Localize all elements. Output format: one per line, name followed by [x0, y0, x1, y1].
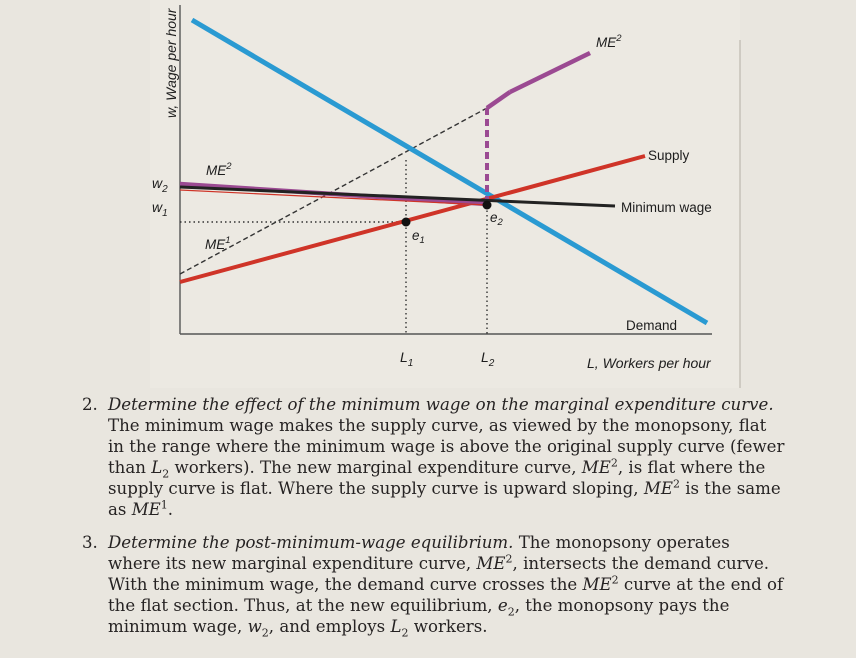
var-sup: 2	[610, 456, 618, 470]
step-number: 2.	[82, 395, 98, 414]
step-text: The minimum wage makes the supply curve,…	[108, 416, 785, 477]
var-sup: 1	[160, 498, 168, 512]
step-2: 2. Determine the effect of the minimum w…	[82, 394, 787, 520]
tick-L1: L1	[400, 349, 413, 369]
supply-curve	[179, 154, 646, 284]
point-e1	[401, 217, 411, 227]
var-ME: ME	[581, 458, 611, 477]
figure-panel	[150, 0, 740, 388]
var-sub: 2	[401, 626, 409, 640]
me2-upper-segment	[485, 90, 512, 110]
solved-problem-steps: 2. Determine the effect of the minimum w…	[82, 394, 787, 649]
step-3: 3. Determine the post-minimum-wage equil…	[82, 532, 787, 640]
var-w: w	[247, 617, 262, 636]
step-text: , the monopsony pays the minimum wage,	[108, 596, 730, 636]
var-e: e	[497, 596, 508, 615]
step-text: The monopsony operates where its new mar…	[108, 533, 730, 573]
label-me2-top: ME2	[596, 33, 622, 50]
label-e1: e1	[412, 228, 425, 246]
label-demand: Demand	[626, 318, 677, 333]
step-text: workers). The new marginal expenditure c…	[169, 458, 582, 477]
monopsony-minimum-wage-diagram: w, Wage per hour L, Workers per hour w2 …	[150, 0, 741, 388]
step-text: , is flat where the supply curve is flat…	[108, 458, 766, 498]
step-text: .	[167, 500, 174, 519]
label-e2: e2	[490, 210, 504, 228]
step-text: curve at the end of the flat section. Th…	[108, 575, 784, 615]
var-sup: 2	[672, 477, 680, 491]
var-ME: ME	[582, 575, 612, 594]
var-L: L	[151, 458, 163, 477]
minimum-wage-red-overlay	[179, 189, 488, 206]
minimum-wage-line	[179, 185, 616, 208]
label-me2-left: ME2	[206, 161, 232, 178]
me2-upper-segment-2	[509, 50, 591, 95]
var-sub: 2	[261, 626, 269, 640]
var-ME: ME	[643, 479, 673, 498]
y-axis-label: w, Wage per hour	[163, 7, 179, 118]
tick-w2: w2	[152, 175, 168, 195]
label-supply: Supply	[648, 148, 690, 163]
tick-L2: L2	[481, 349, 495, 369]
demand-curve	[190, 17, 709, 326]
var-sup: 2	[611, 573, 619, 587]
step-number: 3.	[82, 533, 98, 552]
label-minimum-wage: Minimum wage	[621, 200, 712, 215]
var-sub: 2	[507, 605, 515, 619]
point-e2	[482, 200, 492, 210]
step-heading: Determine the effect of the minimum wage…	[108, 395, 774, 414]
var-ME: ME	[476, 554, 506, 573]
x-axis-label: L, Workers per hour	[587, 355, 712, 371]
step-text: is the same as	[108, 479, 781, 519]
step-text: , intersects the demand curve. With the …	[108, 554, 770, 594]
step-text: workers.	[408, 617, 488, 636]
tick-w1: w1	[152, 199, 168, 219]
var-L: L	[390, 617, 402, 636]
step-heading: Determine the post-minimum-wage equilibr…	[108, 533, 514, 552]
var-ME: ME	[131, 500, 161, 519]
label-me1: ME1	[205, 235, 231, 252]
me1-curve	[179, 107, 488, 275]
var-sub: 2	[162, 467, 170, 481]
var-sup: 2	[505, 552, 513, 566]
step-text: , and employs	[268, 617, 391, 636]
